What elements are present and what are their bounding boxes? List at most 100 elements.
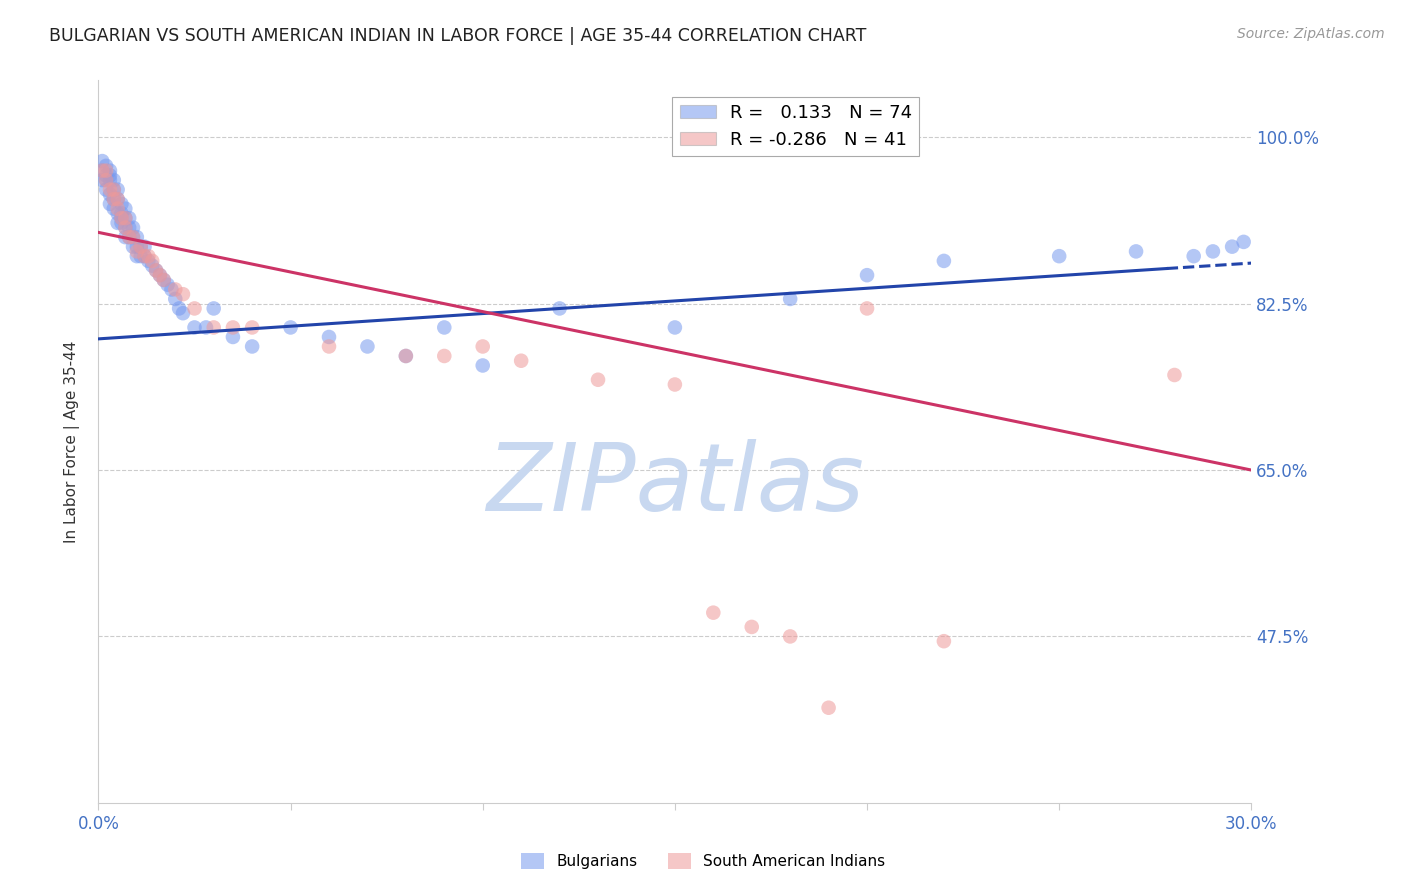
Point	[202, 301, 225, 316]
Point	[741, 620, 763, 634]
Point	[134, 249, 156, 263]
Point	[779, 629, 801, 643]
Point	[932, 634, 955, 648]
Point	[664, 320, 686, 334]
Point	[122, 220, 145, 235]
Point	[125, 249, 148, 263]
Point	[103, 192, 125, 206]
Point	[664, 377, 686, 392]
Point	[152, 273, 174, 287]
Point	[98, 173, 121, 187]
Point	[94, 183, 117, 197]
Point	[1233, 235, 1256, 249]
Point	[1202, 244, 1225, 259]
Point	[134, 240, 156, 254]
Point	[91, 163, 114, 178]
Point	[222, 330, 245, 344]
Point	[156, 277, 179, 292]
Point	[114, 230, 136, 244]
Point	[110, 211, 132, 226]
Point	[118, 220, 141, 235]
Point	[98, 197, 121, 211]
Point	[318, 339, 340, 353]
Point	[103, 192, 125, 206]
Point	[856, 301, 879, 316]
Point	[856, 268, 879, 282]
Point	[103, 183, 125, 197]
Point	[125, 240, 148, 254]
Point	[779, 292, 801, 306]
Point	[94, 173, 117, 187]
Point	[94, 169, 117, 183]
Point	[222, 320, 245, 334]
Point	[110, 206, 132, 220]
Point	[129, 240, 152, 254]
Point	[395, 349, 418, 363]
Point	[107, 192, 129, 206]
Point	[110, 197, 132, 211]
Legend: R =   0.133   N = 74, R = -0.286   N = 41: R = 0.133 N = 74, R = -0.286 N = 41	[672, 96, 920, 156]
Y-axis label: In Labor Force | Age 35-44: In Labor Force | Age 35-44	[63, 341, 80, 542]
Point	[94, 163, 117, 178]
Point	[114, 211, 136, 226]
Point	[195, 320, 218, 334]
Point	[107, 206, 129, 220]
Point	[134, 249, 156, 263]
Point	[548, 301, 571, 316]
Point	[98, 183, 121, 197]
Point	[280, 320, 302, 334]
Point	[129, 249, 152, 263]
Point	[138, 249, 160, 263]
Point	[94, 159, 117, 173]
Point	[114, 220, 136, 235]
Point	[240, 320, 263, 334]
Point	[94, 173, 117, 187]
Point	[165, 282, 187, 296]
Point	[107, 216, 129, 230]
Point	[118, 230, 141, 244]
Point	[107, 202, 129, 216]
Point	[125, 230, 148, 244]
Point	[356, 339, 378, 353]
Point	[118, 211, 141, 226]
Point	[91, 173, 114, 187]
Point	[167, 301, 190, 316]
Point	[471, 359, 494, 373]
Point	[145, 263, 167, 277]
Point	[110, 216, 132, 230]
Point	[107, 192, 129, 206]
Point	[91, 163, 114, 178]
Point	[433, 349, 456, 363]
Point	[103, 202, 125, 216]
Point	[433, 320, 456, 334]
Point	[98, 169, 121, 183]
Point	[114, 220, 136, 235]
Point	[932, 253, 955, 268]
Point	[110, 211, 132, 226]
Point	[240, 339, 263, 353]
Point	[114, 211, 136, 226]
Point	[172, 287, 194, 301]
Point	[160, 282, 183, 296]
Text: Source: ZipAtlas.com: Source: ZipAtlas.com	[1237, 27, 1385, 41]
Text: BULGARIAN VS SOUTH AMERICAN INDIAN IN LABOR FORCE | AGE 35-44 CORRELATION CHART: BULGARIAN VS SOUTH AMERICAN INDIAN IN LA…	[49, 27, 866, 45]
Point	[129, 240, 152, 254]
Point	[183, 320, 205, 334]
Point	[141, 259, 163, 273]
Point	[471, 339, 494, 353]
Point	[318, 330, 340, 344]
Point	[817, 700, 839, 714]
Point	[91, 154, 114, 169]
Point	[510, 353, 533, 368]
Point	[118, 230, 141, 244]
Legend: Bulgarians, South American Indians: Bulgarians, South American Indians	[515, 847, 891, 875]
Point	[98, 187, 121, 202]
Point	[149, 268, 172, 282]
Point	[1125, 244, 1147, 259]
Point	[395, 349, 418, 363]
Point	[141, 253, 163, 268]
Point	[122, 240, 145, 254]
Point	[114, 202, 136, 216]
Point	[183, 301, 205, 316]
Point	[1163, 368, 1185, 382]
